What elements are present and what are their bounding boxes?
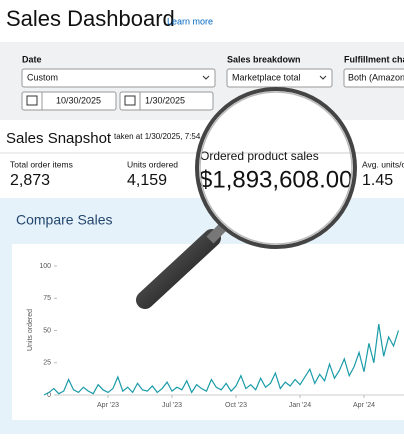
- metric-value: 4,159: [127, 172, 167, 189]
- calendar-icon: [26, 95, 38, 106]
- y-tick-label: 50: [43, 327, 51, 334]
- chart: 0 25 50 75 100 Apr '23 Jul '23 Oct '23 Jan '24 Ap…: [39, 263, 404, 409]
- metric-value: 2,873: [10, 172, 50, 189]
- y-tick-label: 100: [39, 263, 51, 270]
- y-tick-label: 0: [47, 392, 51, 399]
- y-axis-label: Units ordered: [27, 309, 34, 351]
- metric-label: Ordered product sales: [200, 149, 319, 163]
- dropdown[interactable]: [343, 68, 404, 88]
- page-title: Sales Dashboard: [6, 6, 175, 31]
- learn-more-link[interactable]: Learn more: [167, 16, 213, 26]
- date-start: 10/30/2025: [56, 95, 101, 105]
- filter-label: Sales breakdown: [227, 54, 301, 64]
- lens-rim: [195, 87, 357, 249]
- chevron: [319, 75, 327, 80]
- dropdown[interactable]: [21, 68, 216, 88]
- x-tick-label: Apr '24: [353, 402, 375, 409]
- x-tick-label: Jul '23: [162, 402, 182, 409]
- dropdown[interactable]: [226, 68, 333, 88]
- lens: [198, 90, 354, 246]
- x-tick-label: Apr '23: [97, 402, 119, 409]
- filter-label: Date: [22, 54, 42, 64]
- metric-value: $1,893,608.00: [199, 166, 352, 193]
- timestamp: taken at 1/30/2025, 7:54: [114, 132, 201, 141]
- x-tick-label: Oct '23: [225, 402, 247, 409]
- metric-label: Units ordered: [127, 159, 178, 169]
- chart-box: [12, 244, 404, 420]
- calendar-icon: [124, 95, 136, 106]
- metric-value: 1.45: [362, 172, 393, 189]
- magnifier: Ordered product sales $1,893,608.00: [136, 87, 357, 309]
- metric-label: Avg. units/o: [362, 159, 404, 169]
- chevron: [202, 75, 210, 80]
- dropdown-value: Custom: [27, 72, 58, 82]
- lens-rim: [199, 91, 353, 245]
- handle-neck: [206, 224, 226, 244]
- dropdown-value: Marketplace total: [232, 72, 301, 82]
- y-tick-label: 75: [43, 295, 51, 302]
- date-input[interactable]: [21, 91, 117, 111]
- x-tick-label: Jan '24: [289, 402, 311, 409]
- section-title: Sales Snapshot: [6, 130, 112, 147]
- metric-label: Total order items: [10, 159, 73, 169]
- y-tick-label: 25: [43, 360, 51, 367]
- data-line: [43, 323, 400, 396]
- date-end: 1/30/2025: [145, 95, 185, 105]
- dropdown-value: Both (Amazon: [348, 72, 404, 82]
- date-input[interactable]: [119, 91, 214, 111]
- filter-label: Fulfillment chan: [344, 54, 404, 64]
- section-title: Compare Sales: [16, 212, 113, 228]
- handle: [136, 229, 221, 309]
